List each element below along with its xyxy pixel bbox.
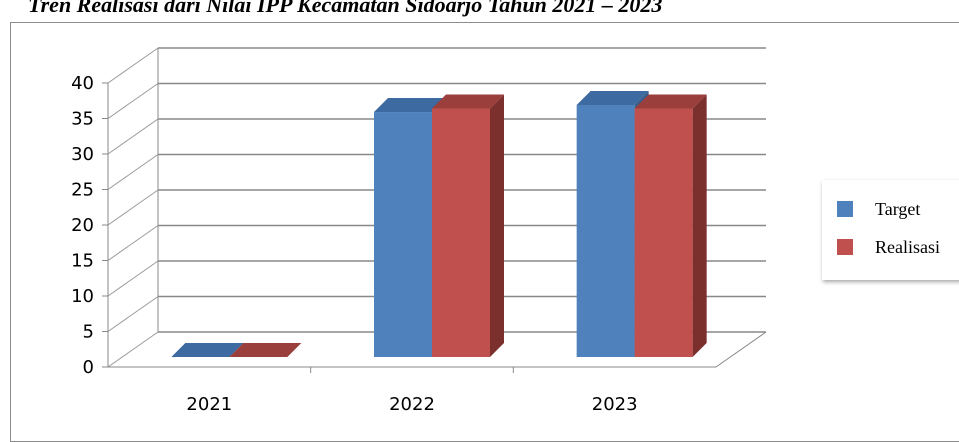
gridline-depth: [107, 154, 159, 190]
x-tick-label: 2023: [592, 394, 638, 415]
bar-top: [432, 94, 504, 109]
x-tick-label: 2021: [186, 394, 232, 415]
y-tick-label: 25: [71, 180, 94, 201]
y-tick-label: 0: [83, 357, 94, 378]
y-tick-label: 35: [71, 109, 94, 130]
legend-item-realisasi: Realisasi: [837, 236, 940, 258]
y-tick-label: 5: [83, 322, 94, 343]
gridline-depth: [107, 47, 159, 84]
y-tick-label: 30: [71, 144, 94, 165]
gridline-depth: [107, 331, 159, 368]
bar-side: [692, 94, 707, 357]
y-tick-label: 20: [71, 215, 94, 236]
bar-top: [171, 343, 244, 357]
gridline-depth: [107, 225, 159, 261]
legend-item-target: Target: [837, 198, 920, 220]
gridline-depth: [107, 83, 159, 119]
y-tick-label: 10: [71, 286, 94, 307]
chart-title: Tren Realisasi dari Nilai IPP Kecamatan …: [28, 0, 663, 17]
y-tick-label: 15: [71, 251, 94, 272]
floor-edge: [715, 331, 767, 368]
tick-labels: 0 5 10 15 20 25 30 35 40 2021 2022 2023: [71, 73, 637, 415]
bars: [171, 90, 707, 358]
legend: Target Realisasi: [822, 180, 959, 280]
legend-swatch-target: [837, 201, 853, 217]
bar-top: [229, 343, 302, 357]
bar-top: [634, 94, 707, 109]
bar: [374, 112, 432, 357]
gridline-depth: [107, 260, 159, 297]
gridline-depth: [107, 296, 159, 332]
x-tick-label: 2022: [389, 394, 435, 415]
bar-top: [576, 90, 649, 105]
bar-top: [374, 98, 446, 113]
legend-label-target: Target: [875, 198, 921, 219]
bar-side: [490, 94, 504, 357]
y-tick-label: 40: [71, 73, 94, 94]
bar: [634, 108, 693, 357]
axes: [102, 82, 767, 373]
gridline-depth: [107, 189, 159, 226]
legend-swatch-realisasi: [837, 239, 853, 255]
bar: [576, 104, 635, 357]
legend-label-realisasi: Realisasi: [875, 236, 940, 257]
bar-chart: 0 5 10 15 20 25 30 35 40 2021 2022 2023: [71, 47, 767, 415]
bar: [432, 108, 490, 357]
gridline-depth: [107, 118, 159, 155]
